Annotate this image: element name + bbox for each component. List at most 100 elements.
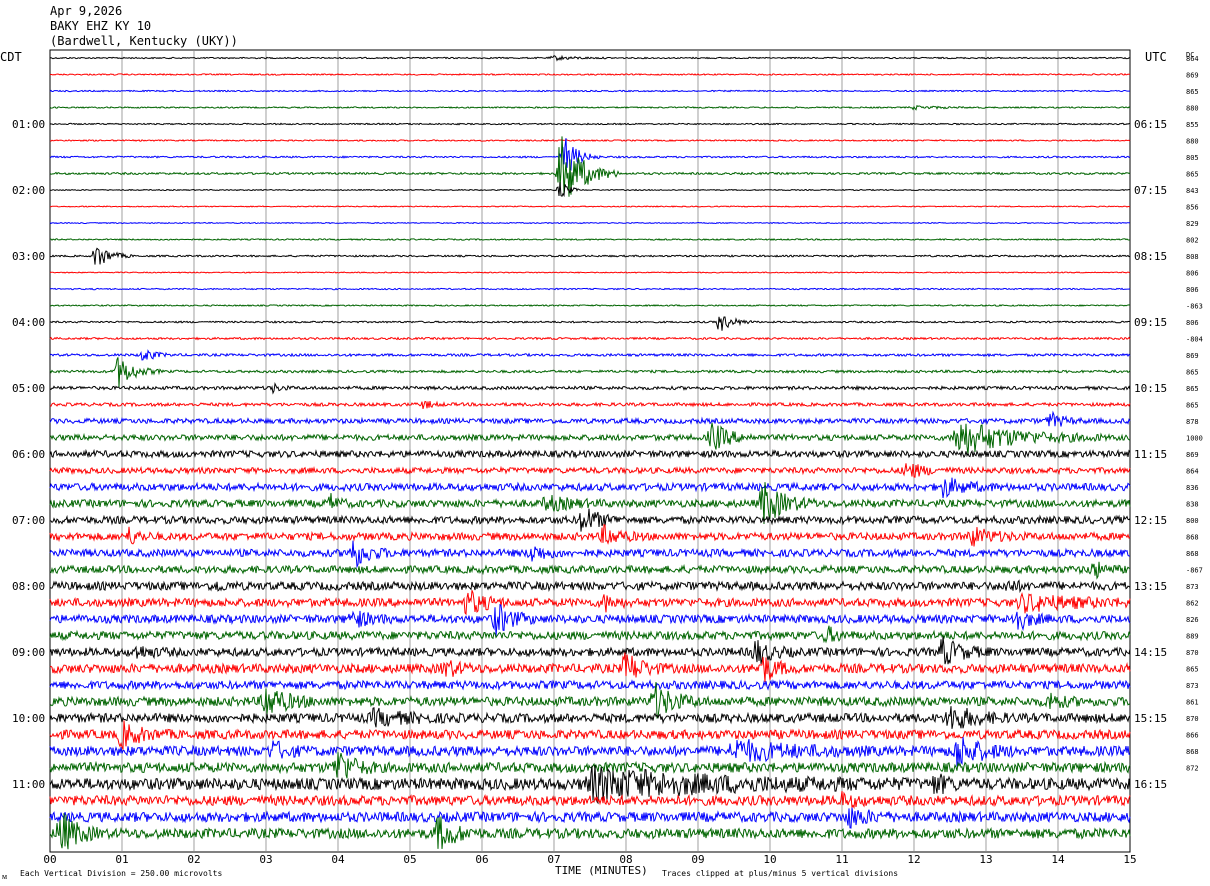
dc-offset-label: 802 [1186, 237, 1199, 245]
dc-offset-label: 865 [1186, 88, 1199, 96]
seismic-trace [49, 304, 1131, 307]
header-station: BAKY EHZ KY 10 [50, 19, 152, 33]
dc-offset-label: 806 [1186, 270, 1199, 278]
seismic-trace [49, 247, 1131, 265]
left-axis-label: CDT [0, 50, 22, 64]
seismic-trace [49, 603, 1131, 637]
scale-note: Each Vertical Division = 250.00 microvol… [20, 869, 222, 878]
dc-offset-label: 864 [1186, 55, 1199, 63]
dc-offset-label: 838 [1186, 501, 1199, 509]
seismic-trace [49, 422, 1131, 455]
left-time-label: 02:00 [12, 184, 45, 197]
x-tick-label: 11 [835, 853, 848, 866]
seismic-trace [49, 448, 1131, 460]
seismic-trace [49, 138, 1131, 171]
dc-offset-label: 868 [1186, 534, 1199, 542]
dc-offset-label: 1000 [1186, 435, 1203, 443]
x-tick-label: 07 [547, 853, 560, 866]
seismic-trace [49, 136, 1131, 197]
seismic-trace [49, 590, 1131, 616]
right-axis-label: UTC [1145, 50, 1167, 64]
x-tick-label: 13 [979, 853, 992, 866]
dc-offset-label: 864 [1186, 468, 1199, 476]
dc-offset-label: 868 [1186, 550, 1199, 558]
seismic-trace [49, 706, 1131, 729]
seismic-trace [49, 349, 1131, 361]
right-time-label: 06:15 [1134, 118, 1167, 131]
dc-offset-label: 865 [1186, 369, 1199, 377]
dc-offset-label: 865 [1186, 385, 1199, 393]
dc-offset-label: 861 [1186, 699, 1199, 707]
seismic-trace [49, 720, 1131, 751]
right-time-label: 10:15 [1134, 382, 1167, 395]
clip-note: Traces clipped at plus/minus 5 vertical … [662, 869, 898, 878]
seismic-trace [49, 508, 1131, 532]
seismic-trace [49, 122, 1131, 126]
seismic-trace [49, 807, 1131, 829]
seismic-trace [49, 205, 1131, 208]
seismic-trace [49, 482, 1131, 525]
seismic-trace [49, 271, 1131, 274]
dc-offset-label: 805 [1186, 154, 1199, 162]
dc-offset-label: 889 [1186, 633, 1199, 641]
right-time-label: 08:15 [1134, 250, 1167, 263]
seismic-trace [49, 477, 1131, 499]
dc-offset-label: 878 [1186, 418, 1199, 426]
right-time-label: 14:15 [1134, 646, 1167, 659]
left-time-label: 09:00 [12, 646, 45, 659]
seismic-trace [49, 221, 1131, 225]
seismic-trace [49, 579, 1131, 594]
dc-offset-label: 873 [1186, 682, 1199, 690]
seismic-trace [49, 736, 1131, 767]
dc-offset-label: 855 [1186, 121, 1199, 129]
dc-label: DC [1186, 51, 1194, 59]
left-time-label: 08:00 [12, 580, 45, 593]
x-tick-label: 05 [403, 853, 416, 866]
dc-offset-label: 880 [1186, 138, 1199, 146]
seismic-trace [49, 764, 1131, 805]
x-tick-label: 12 [907, 853, 920, 866]
dc-offset-label: 870 [1186, 649, 1199, 657]
right-time-label: 15:15 [1134, 712, 1167, 725]
seismic-trace [49, 104, 1131, 111]
x-tick-label: 04 [331, 853, 345, 866]
left-time-label: 10:00 [12, 712, 45, 725]
dc-offset-label: 836 [1186, 484, 1199, 492]
x-tick-label: 10 [763, 853, 776, 866]
dc-offset-label: 869 [1186, 451, 1199, 459]
x-tick-label: 08 [619, 853, 632, 866]
dc-offset-label: 865 [1186, 402, 1199, 410]
right-time-label: 11:15 [1134, 448, 1167, 461]
seismic-trace [49, 636, 1131, 665]
left-time-label: 07:00 [12, 514, 45, 527]
x-tick-label: 06 [475, 853, 488, 866]
x-tick-label: 03 [259, 853, 272, 866]
left-time-label: 01:00 [12, 118, 45, 131]
seismic-trace [49, 540, 1131, 569]
seismic-trace [49, 652, 1131, 682]
dc-offset-label: 800 [1186, 517, 1199, 525]
dc-offset-label: -867 [1186, 567, 1203, 575]
x-tick-label: 09 [691, 853, 704, 866]
dc-offset-label: 806 [1186, 319, 1199, 327]
seismic-trace [49, 336, 1131, 341]
header-date: Apr 9,2026 [50, 4, 123, 18]
dc-offset-label: 872 [1186, 765, 1199, 773]
right-time-label: 09:15 [1134, 316, 1167, 329]
left-time-label: 03:00 [12, 250, 45, 263]
dc-offset-label: -804 [1186, 336, 1203, 344]
seismic-trace [49, 400, 1131, 410]
dc-offset-label: 806 [1186, 286, 1199, 294]
seismic-trace [49, 182, 1130, 198]
seismic-trace [49, 813, 1131, 850]
left-time-label: 11:00 [12, 778, 45, 791]
x-tick-label: 02 [187, 853, 200, 866]
left-time-label: 05:00 [12, 382, 45, 395]
seismic-trace [49, 523, 1131, 547]
x-tick-label: 00 [43, 853, 56, 866]
dc-offset-label: 826 [1186, 616, 1199, 624]
dc-offset-label: 869 [1186, 72, 1199, 80]
seismic-trace [49, 679, 1131, 692]
dc-offset-label: 808 [1186, 253, 1199, 261]
